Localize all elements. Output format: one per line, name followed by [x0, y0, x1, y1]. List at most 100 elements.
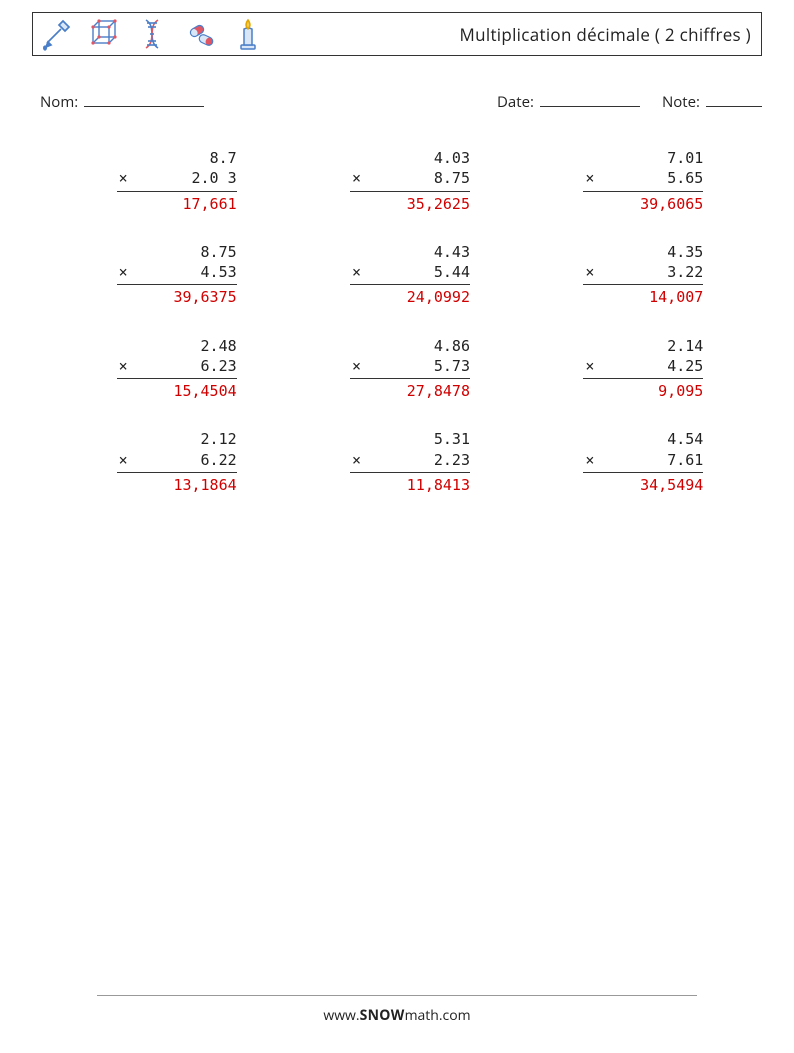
problem-inner: 2.48× 6.23 15,4504 — [117, 336, 237, 402]
problem: 4.03×8.7535,2625 — [293, 148, 526, 214]
footer-brand-rest: math.com — [405, 1006, 471, 1025]
operand-row: × 3.22 — [583, 262, 703, 282]
operand-b: 4.53 — [201, 262, 237, 282]
operator: × — [117, 356, 128, 376]
answer: 13,1864 — [117, 473, 237, 495]
note-label: Note: — [662, 92, 700, 112]
problem-inner: 4.43× 5.44 24,0992 — [350, 242, 470, 308]
operator: × — [350, 356, 361, 376]
problems-grid: 8.7×2.0 317,6614.03×8.7535,26257.01×5.65… — [60, 148, 760, 495]
info-line: Nom: Date: Note: — [40, 92, 762, 112]
answer: 35,2625 — [350, 192, 470, 214]
problem: 8.7×2.0 317,661 — [60, 148, 293, 214]
problem-inner: 7.01× 5.65 39,6065 — [583, 148, 703, 214]
worksheet-title: Multiplication décimale ( 2 chiffres ) — [460, 23, 751, 46]
operand-a: 8.7 — [117, 148, 237, 168]
problem: 4.54× 7.61 34,5494 — [527, 429, 760, 495]
problem-inner: 8.75× 4.53 39,6375 — [117, 242, 237, 308]
date-label: Date: — [497, 92, 534, 112]
operand-b: 4.25 — [667, 356, 703, 376]
problem: 2.12× 6.22 13,1864 — [60, 429, 293, 495]
operator: × — [583, 262, 594, 282]
operand-b: 8.75 — [434, 168, 470, 188]
answer: 24,0992 — [350, 285, 470, 307]
problem: 2.14× 4.25 9,095 — [527, 336, 760, 402]
operand-row: × 8.75 — [350, 168, 470, 188]
answer: 9,095 — [583, 379, 703, 401]
operand-row: × 5.73 — [350, 356, 470, 376]
date-blank — [540, 92, 640, 107]
problem-inner: 4.03×8.7535,2625 — [350, 148, 470, 214]
operand-a: 7.01 — [583, 148, 703, 168]
operand-a: 2.12 — [117, 429, 237, 449]
operand-row: × 6.22 — [117, 450, 237, 470]
problem: 5.31× 2.23 11,8413 — [293, 429, 526, 495]
operator: × — [350, 450, 361, 470]
operand-row: × 6.23 — [117, 356, 237, 376]
answer: 11,8413 — [350, 473, 470, 495]
footer: www.SNOWmath.com — [0, 995, 794, 1025]
burner-icon — [231, 17, 265, 51]
problem-inner: 2.14× 4.25 9,095 — [583, 336, 703, 402]
operand-row: × 2.23 — [350, 450, 470, 470]
problem-inner: 4.86× 5.73 27,8478 — [350, 336, 470, 402]
footer-prefix: www. — [323, 1006, 359, 1025]
answer: 39,6375 — [117, 285, 237, 307]
operator: × — [117, 262, 128, 282]
problem-inner: 4.35×3.2214,007 — [583, 242, 703, 308]
operator: × — [583, 356, 594, 376]
operand-row: × 4.53 — [117, 262, 237, 282]
operator: × — [117, 450, 128, 470]
dropper-icon — [39, 17, 73, 51]
problem: 2.48× 6.23 15,4504 — [60, 336, 293, 402]
problem-inner: 8.7×2.0 317,661 — [117, 148, 237, 214]
operand-row: × 2.0 3 — [117, 168, 237, 188]
operator: × — [117, 168, 128, 188]
answer: 27,8478 — [350, 379, 470, 401]
problem: 4.86× 5.73 27,8478 — [293, 336, 526, 402]
operator: × — [583, 168, 594, 188]
operand-b: 2.23 — [434, 450, 470, 470]
operand-a: 2.48 — [117, 336, 237, 356]
header-icons — [39, 17, 265, 51]
operand-a: 4.54 — [583, 429, 703, 449]
problem: 4.35×3.2214,007 — [527, 242, 760, 308]
name-label: Nom: — [40, 92, 78, 112]
dna-icon — [135, 17, 169, 51]
operand-b: 2.0 3 — [192, 168, 237, 188]
footer-brand-caps: SNOW — [360, 1006, 405, 1025]
operand-row: × 5.65 — [583, 168, 703, 188]
answer: 14,007 — [583, 285, 703, 307]
answer: 15,4504 — [117, 379, 237, 401]
answer: 34,5494 — [583, 473, 703, 495]
problem-inner: 5.31× 2.23 11,8413 — [350, 429, 470, 495]
operand-a: 2.14 — [583, 336, 703, 356]
answer: 39,6065 — [583, 192, 703, 214]
operand-b: 6.22 — [201, 450, 237, 470]
operand-a: 5.31 — [350, 429, 470, 449]
operand-a: 4.43 — [350, 242, 470, 262]
problem: 4.43× 5.44 24,0992 — [293, 242, 526, 308]
operator: × — [350, 168, 361, 188]
operand-b: 7.61 — [667, 450, 703, 470]
problem-inner: 2.12× 6.22 13,1864 — [117, 429, 237, 495]
operand-b: 5.65 — [667, 168, 703, 188]
operand-row: × 4.25 — [583, 356, 703, 376]
operand-b: 6.23 — [201, 356, 237, 376]
name-blank — [84, 92, 204, 107]
problem-inner: 4.54× 7.61 34,5494 — [583, 429, 703, 495]
problem: 8.75× 4.53 39,6375 — [60, 242, 293, 308]
name-field: Nom: — [40, 92, 204, 112]
operand-b: 5.73 — [434, 356, 470, 376]
operator: × — [583, 450, 594, 470]
problem: 7.01× 5.65 39,6065 — [527, 148, 760, 214]
operand-row: × 5.44 — [350, 262, 470, 282]
operand-a: 4.86 — [350, 336, 470, 356]
header-box: Multiplication décimale ( 2 chiffres ) — [32, 12, 762, 56]
operand-b: 3.22 — [667, 262, 703, 282]
operator: × — [350, 262, 361, 282]
operand-row: × 7.61 — [583, 450, 703, 470]
operand-b: 5.44 — [434, 262, 470, 282]
operand-a: 8.75 — [117, 242, 237, 262]
pills-icon — [183, 17, 217, 51]
